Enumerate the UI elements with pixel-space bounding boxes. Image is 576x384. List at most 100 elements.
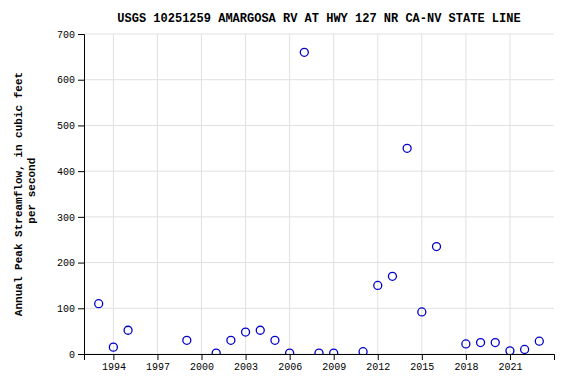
tick-mark — [113, 354, 114, 360]
tick: 600 — [57, 75, 84, 86]
tick: 300 — [57, 213, 84, 224]
tick: 200 — [57, 258, 84, 269]
tick: 2006 — [278, 354, 302, 373]
y-axis-title: Annual Peak Streamflow, in cubic feet pe… — [13, 72, 38, 316]
point — [109, 343, 117, 351]
tick: 100 — [57, 304, 84, 315]
tick-mark — [378, 354, 379, 360]
grid-line — [84, 216, 554, 217]
tick: 1997 — [146, 354, 170, 373]
tick: 2021 — [498, 354, 522, 373]
tick-label: 2003 — [234, 362, 258, 373]
point — [403, 144, 411, 152]
y-axis-title-line: Annual Peak Streamflow, in cubic feet — [13, 72, 25, 316]
tick-mark — [510, 354, 511, 360]
tick: 400 — [57, 167, 84, 178]
point — [359, 348, 367, 354]
tick-mark — [334, 354, 335, 360]
tick-mark — [78, 354, 84, 355]
tick-label: 300 — [57, 213, 75, 224]
point — [506, 347, 514, 354]
point — [315, 349, 323, 354]
grid-line — [84, 262, 554, 263]
tick-label: 2021 — [498, 362, 522, 373]
point — [271, 336, 279, 344]
axis-line — [85, 355, 555, 361]
tick-label: 400 — [57, 167, 75, 178]
point — [418, 308, 426, 316]
grid-line — [245, 34, 246, 354]
tick-mark — [78, 80, 84, 81]
tick: 2012 — [366, 354, 390, 373]
point — [491, 339, 499, 347]
point — [462, 340, 470, 348]
point — [300, 48, 308, 56]
grid-line — [84, 125, 554, 126]
title: USGS 10251259 AMARGOSA RV AT HWY 127 NR … — [117, 12, 520, 26]
tick-mark — [78, 217, 84, 218]
tick-mark — [202, 354, 203, 360]
tick-label: 700 — [57, 30, 75, 41]
tick-label: 200 — [57, 258, 75, 269]
point — [477, 339, 485, 347]
point — [374, 281, 382, 289]
tick-label: 1994 — [102, 362, 126, 373]
tick-mark — [290, 354, 291, 360]
tick-label: 600 — [57, 75, 75, 86]
plot-area — [95, 48, 544, 354]
tick: 0 — [69, 350, 84, 361]
y-axis: 0 100 200 300 400 500 600 700 — [57, 30, 85, 361]
tick: 2015 — [410, 354, 434, 373]
tick: 2000 — [190, 354, 214, 373]
tick-label: 2012 — [366, 362, 390, 373]
point — [433, 243, 441, 251]
grid-line — [84, 34, 554, 35]
point — [256, 326, 264, 334]
grid-line — [289, 34, 290, 354]
grid-line — [84, 308, 554, 309]
grid-line — [84, 79, 554, 80]
tick: 700 — [57, 30, 84, 41]
grid-line — [421, 34, 422, 354]
tick-mark — [246, 354, 247, 360]
point — [124, 326, 132, 334]
tick-label: 2006 — [278, 362, 302, 373]
grid-line — [113, 34, 114, 354]
point — [227, 336, 235, 344]
tick-mark — [78, 308, 84, 309]
tick: 2018 — [454, 354, 478, 373]
tick-label: 2015 — [410, 362, 434, 373]
tick-mark — [78, 171, 84, 172]
tick-mark — [157, 354, 158, 360]
point — [286, 349, 294, 354]
tick-mark — [78, 263, 84, 264]
point — [388, 272, 396, 280]
grid-line — [509, 34, 510, 354]
point — [521, 345, 529, 353]
grid — [84, 34, 554, 354]
tick: 2003 — [234, 354, 258, 373]
tick-mark — [78, 125, 84, 126]
tick-mark — [78, 34, 84, 35]
tick-label: 2000 — [190, 362, 214, 373]
tick-mark — [466, 354, 467, 360]
grid-line — [84, 171, 554, 172]
tick-label: 2018 — [454, 362, 478, 373]
tick: 500 — [57, 121, 84, 132]
point — [535, 337, 543, 345]
chart: 1994199720002003200620092012201520182021… — [0, 0, 576, 384]
point — [242, 328, 250, 336]
tick-label: 1997 — [146, 362, 170, 373]
axis-line — [78, 35, 85, 355]
tick-label: 500 — [57, 121, 75, 132]
y-axis-title-line: per second — [26, 158, 38, 231]
point — [183, 336, 191, 344]
tick-label: 0 — [69, 350, 75, 361]
point — [330, 349, 338, 354]
grid-line — [377, 34, 378, 354]
x-axis: 1994 1997 2000 2003 2006 2009 2012 2015 2018 2021 — [85, 354, 555, 373]
grid-line — [201, 34, 202, 354]
grid-line — [465, 34, 466, 354]
tick-label: 100 — [57, 304, 75, 315]
tick-label: 2009 — [322, 362, 346, 373]
